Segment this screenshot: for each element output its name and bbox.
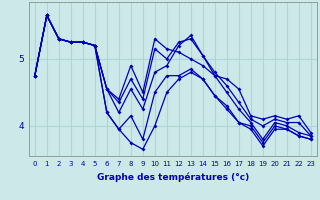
X-axis label: Graphe des températures (°c): Graphe des températures (°c) <box>97 172 249 182</box>
